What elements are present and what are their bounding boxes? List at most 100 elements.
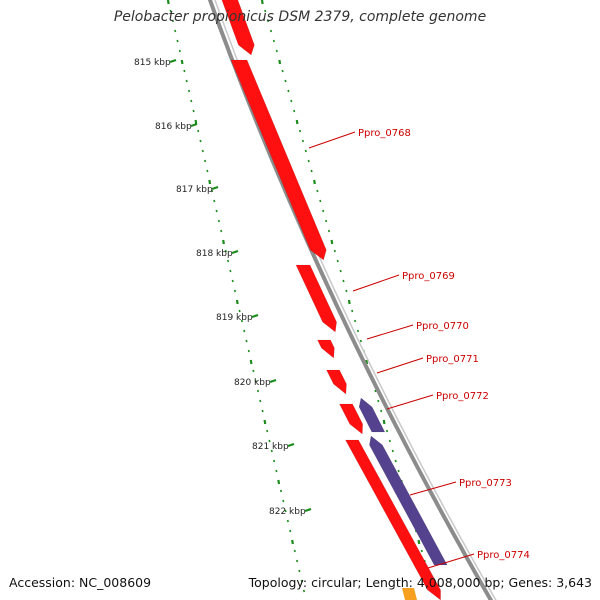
- gene-arrow-ppro-0769[interactable]: [295, 264, 337, 333]
- minor-tick: [220, 229, 223, 233]
- minor-tick: [204, 159, 207, 163]
- label-leader-line: [352, 274, 400, 292]
- minor-tick: [233, 289, 237, 293]
- major-tick: [263, 419, 267, 425]
- minor-tick: [322, 209, 325, 213]
- minor-tick: [333, 249, 336, 253]
- minor-tick: [176, 39, 179, 43]
- genome-summary-text: Topology: circular; Length: 4,008,000 bp…: [248, 575, 592, 590]
- minor-tick: [213, 199, 216, 203]
- minor-tick: [298, 569, 301, 573]
- minor-tick: [289, 529, 292, 533]
- major-tick: [260, 0, 264, 5]
- gene-label-ppro-0770[interactable]: Ppro_0770: [366, 321, 469, 340]
- minor-tick: [327, 229, 331, 233]
- minor-tick: [169, 9, 172, 13]
- minor-tick: [238, 309, 241, 313]
- minor-tick: [301, 139, 304, 143]
- tick-dot-row: [260, 0, 429, 573]
- kbp-label: 820 kbp: [234, 378, 271, 388]
- gene-label-ppro-0771[interactable]: Ppro_0771: [376, 354, 479, 374]
- label-leader-line: [376, 357, 424, 374]
- minor-tick: [336, 259, 339, 263]
- gene-label-ppro-0769[interactable]: Ppro_0769: [352, 271, 455, 292]
- minor-tick: [287, 89, 290, 93]
- minor-tick: [273, 459, 276, 463]
- gene-arrow-ppro-0771[interactable]: [326, 369, 347, 395]
- kbp-label: 816 kbp: [155, 122, 192, 132]
- minor-tick: [266, 429, 269, 433]
- minor-tick: [284, 79, 287, 83]
- gene-label-ppro-0772[interactable]: Ppro_0772: [386, 391, 489, 410]
- gene-arrow-ppro-0767[interactable]: [220, 0, 255, 56]
- gene-arrow-ppro-0775[interactable]: [369, 435, 448, 566]
- minor-tick: [394, 459, 397, 463]
- minor-tick: [304, 149, 307, 153]
- major-tick: [166, 0, 170, 5]
- gene-arrow-ppro-0773[interactable]: [358, 397, 386, 433]
- minor-tick: [231, 279, 234, 283]
- minor-tick: [229, 269, 232, 273]
- minor-tick: [345, 289, 348, 293]
- minor-tick: [256, 389, 260, 393]
- minor-tick: [342, 279, 345, 283]
- major-tick: [222, 239, 225, 245]
- major-tick: [291, 539, 294, 545]
- minor-tick: [293, 549, 296, 553]
- label-leader-line: [366, 324, 414, 340]
- kbp-label: 819 kbp: [216, 313, 253, 323]
- kbp-label: 817 kbp: [176, 185, 213, 195]
- minor-tick: [397, 469, 400, 473]
- minor-tick: [224, 249, 227, 253]
- minor-tick: [298, 129, 302, 133]
- gene-label-ppro-0774[interactable]: Ppro_0774: [427, 550, 530, 569]
- kbp-ruler: 815 kbp 816 kbp 817 kbp 818 kbp 819 kbp 820 k…: [134, 58, 312, 517]
- minor-tick: [245, 339, 248, 343]
- minor-tick: [259, 399, 262, 403]
- major-tick: [180, 59, 184, 65]
- kbp-label: 822 kbp: [269, 507, 306, 517]
- gene-arrow-ppro-0770[interactable]: [317, 339, 335, 359]
- gene-label-ppro-0768[interactable]: Ppro_0768: [308, 128, 411, 149]
- gene-arrow-ppro-0774[interactable]: [344, 439, 441, 600]
- minor-tick: [270, 449, 273, 453]
- minor-tick: [300, 579, 303, 583]
- major-tick: [382, 419, 386, 425]
- minor-tick: [190, 99, 193, 103]
- minor-tick: [243, 329, 246, 333]
- minor-tick: [217, 219, 220, 223]
- map-title: Pelobacter propionicus DSM 2379, complet…: [113, 9, 487, 25]
- kbp-major-tick: [251, 313, 259, 319]
- major-tick: [330, 239, 334, 245]
- minor-tick: [377, 399, 380, 403]
- minor-tick: [206, 169, 209, 173]
- minor-tick: [296, 559, 299, 563]
- minor-tick: [199, 139, 202, 143]
- minor-tick: [325, 219, 328, 223]
- minor-tick: [171, 19, 174, 23]
- minor-tick: [268, 439, 271, 443]
- major-tick: [365, 359, 369, 365]
- minor-tick: [282, 499, 285, 503]
- gene-label-text: Ppro_0769: [402, 271, 455, 282]
- minor-tick: [272, 39, 275, 43]
- kbp-major-tick: [269, 378, 277, 384]
- minor-tick: [197, 129, 200, 133]
- gene-arrow-ppro-0772[interactable]: [339, 403, 364, 435]
- kbp-major-tick: [190, 122, 198, 128]
- gene-arrow-ppro-0768[interactable]: [230, 59, 327, 261]
- major-tick: [313, 179, 316, 185]
- gene-labels: Ppro_0768 Ppro_0769 Ppro_0770 Ppro_0771 Ppro…: [308, 128, 530, 569]
- accession-text: Accession: NC_008609: [9, 575, 152, 590]
- gene-track: [220, 0, 448, 600]
- minor-tick: [183, 69, 186, 73]
- partial-feature-arrow[interactable]: [402, 588, 417, 600]
- gene-label-ppro-0773[interactable]: Ppro_0773: [409, 478, 512, 496]
- minor-tick: [354, 319, 357, 323]
- minor-tick: [215, 209, 218, 213]
- minor-tick: [359, 339, 362, 343]
- kbp-major-tick: [169, 58, 177, 64]
- minor-tick: [210, 189, 214, 193]
